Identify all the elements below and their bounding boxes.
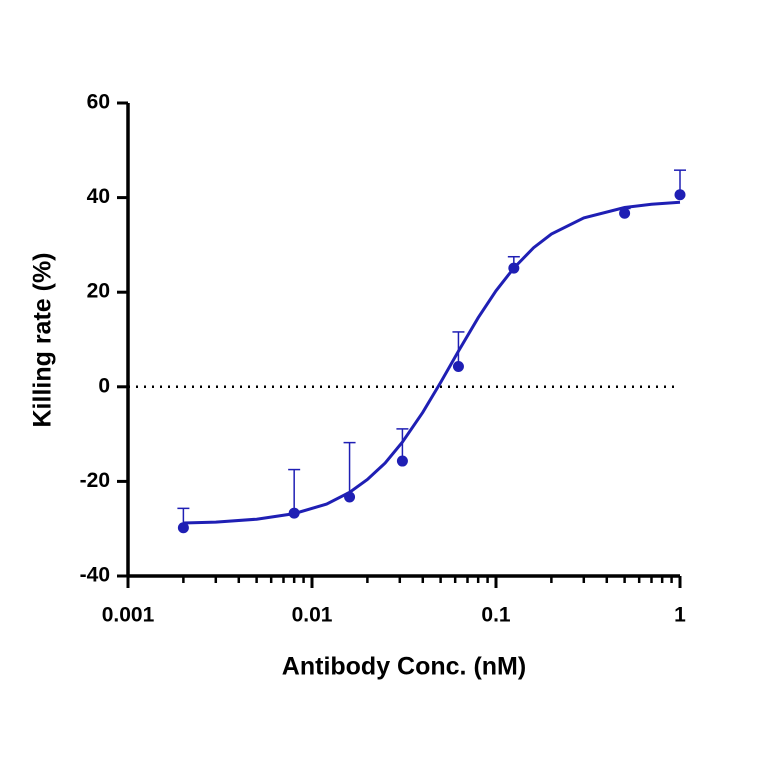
data-point xyxy=(508,262,520,274)
fit-curve xyxy=(183,200,681,525)
y-tick-label: 0 xyxy=(98,374,110,397)
x-tick-label: 0.001 xyxy=(102,604,155,627)
y-tick-label: 20 xyxy=(87,280,110,303)
y-tick-label: -20 xyxy=(80,469,110,492)
x-tick-label: 1 xyxy=(674,604,686,627)
y-tick-label: -40 xyxy=(80,564,110,587)
x-tick-label: 0.01 xyxy=(292,604,333,627)
y-tick-label: 60 xyxy=(87,91,110,114)
x-tick-label: 0.1 xyxy=(481,604,511,627)
y-axis-label: Killing rate (%) xyxy=(29,252,57,427)
data-point xyxy=(344,491,356,503)
data-point xyxy=(674,189,686,201)
x-axis-label: Antibody Conc. (nM) xyxy=(282,653,526,681)
data-point xyxy=(177,522,189,534)
data-point xyxy=(452,360,464,372)
data-point xyxy=(288,507,300,519)
data-point xyxy=(619,207,631,219)
y-tick-label: 40 xyxy=(87,185,110,208)
data-point xyxy=(396,455,408,467)
